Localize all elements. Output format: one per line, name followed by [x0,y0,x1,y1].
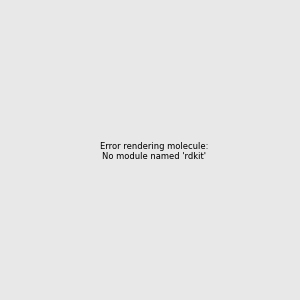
Text: Error rendering molecule:
No module named 'rdkit': Error rendering molecule: No module name… [100,142,208,161]
